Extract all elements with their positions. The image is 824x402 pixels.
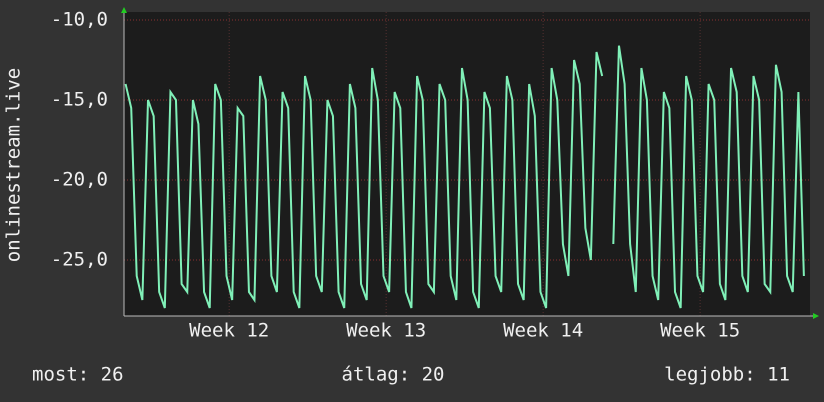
y-arrow [121,7,127,13]
plot-area [124,12,810,316]
data-line [124,51,604,309]
x-tick-label: Week 14 [503,320,583,342]
data-line [612,45,805,309]
x-tick-label: Week 15 [660,320,740,342]
footer-best: legjobb: 11 [664,364,790,386]
lines [124,45,805,309]
x-tick-label: Week 13 [346,320,426,342]
y-tick-label: -25,0 [51,249,108,271]
y-tick-label: -10,0 [51,9,108,31]
y-tick-label: -15,0 [51,89,108,111]
footer-average: átlag: 20 [342,364,445,386]
x-tick-label: Week 12 [189,320,269,342]
footer-current: most: 26 [32,364,124,386]
y-tick-label: -20,0 [51,169,108,191]
x-arrow [813,313,819,319]
y-axis-label: onlinestream.live [3,68,25,262]
